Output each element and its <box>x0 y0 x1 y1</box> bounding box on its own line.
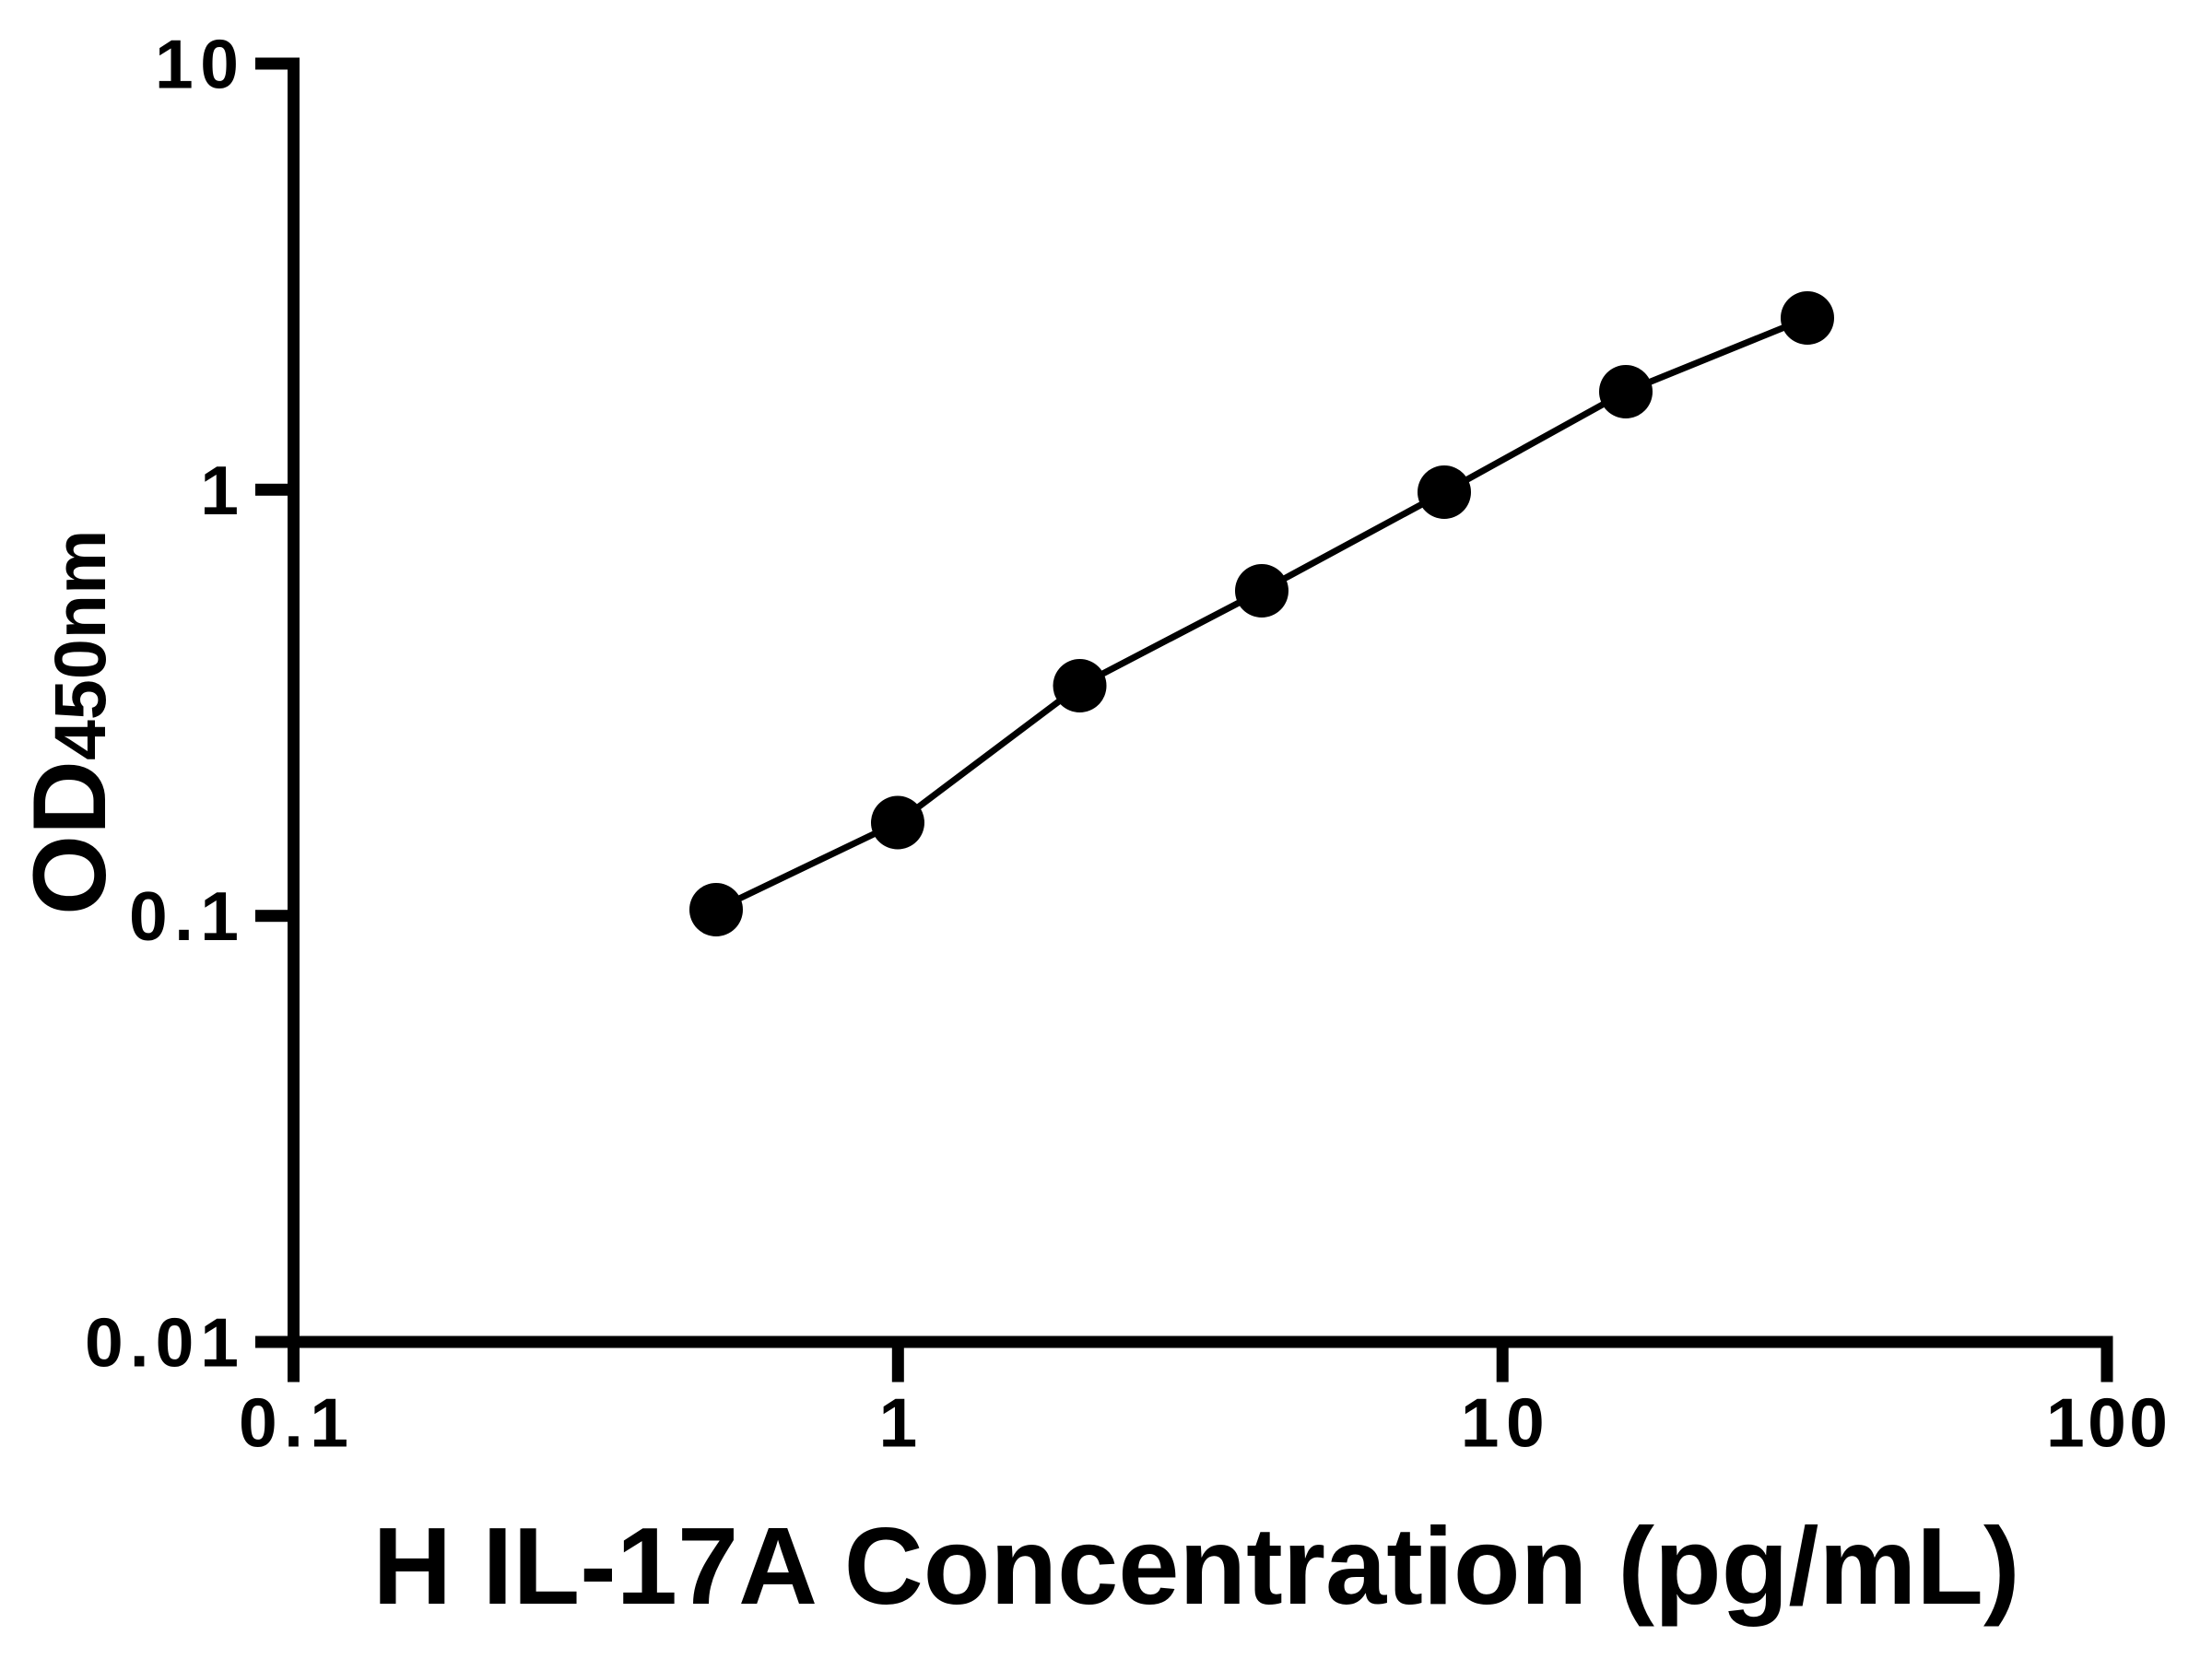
svg-text:1: 1 <box>200 452 239 529</box>
svg-text:0.1: 0.1 <box>129 877 239 955</box>
svg-text:0.01: 0.01 <box>85 1304 239 1382</box>
svg-text:1: 1 <box>878 1384 917 1462</box>
svg-text:0.1: 0.1 <box>239 1384 348 1462</box>
svg-text:H IL-17A Concentration (pg/mL): H IL-17A Concentration (pg/mL) <box>372 1505 2019 1628</box>
svg-text:100: 100 <box>2046 1384 2168 1462</box>
